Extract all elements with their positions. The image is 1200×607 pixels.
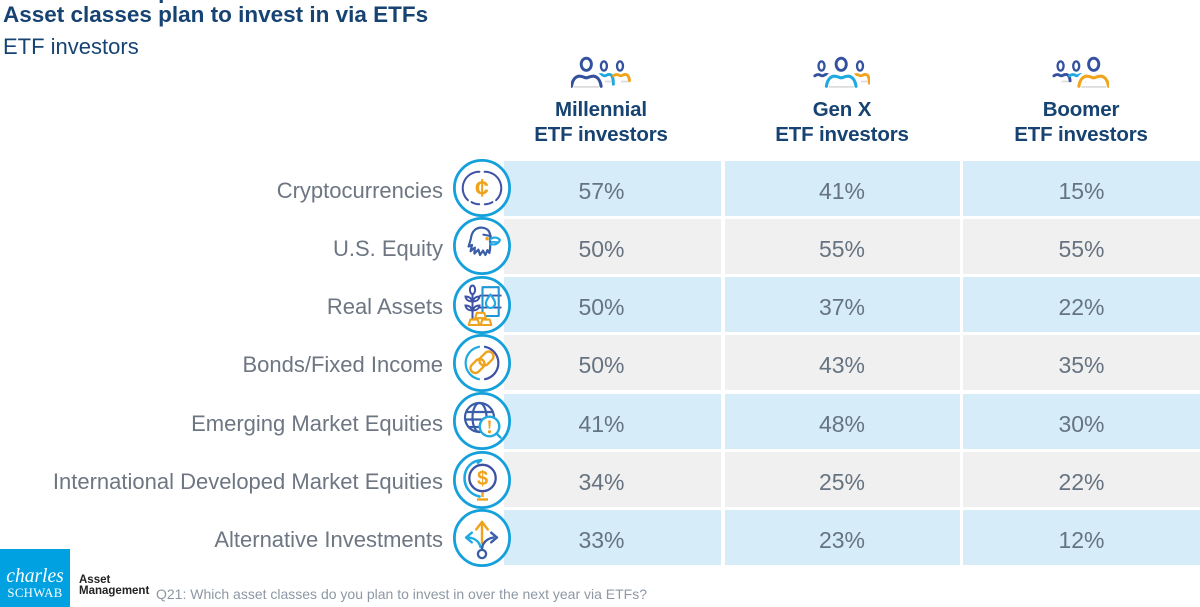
svg-text:¢: ¢: [475, 175, 489, 203]
svg-text:$: $: [477, 468, 488, 490]
